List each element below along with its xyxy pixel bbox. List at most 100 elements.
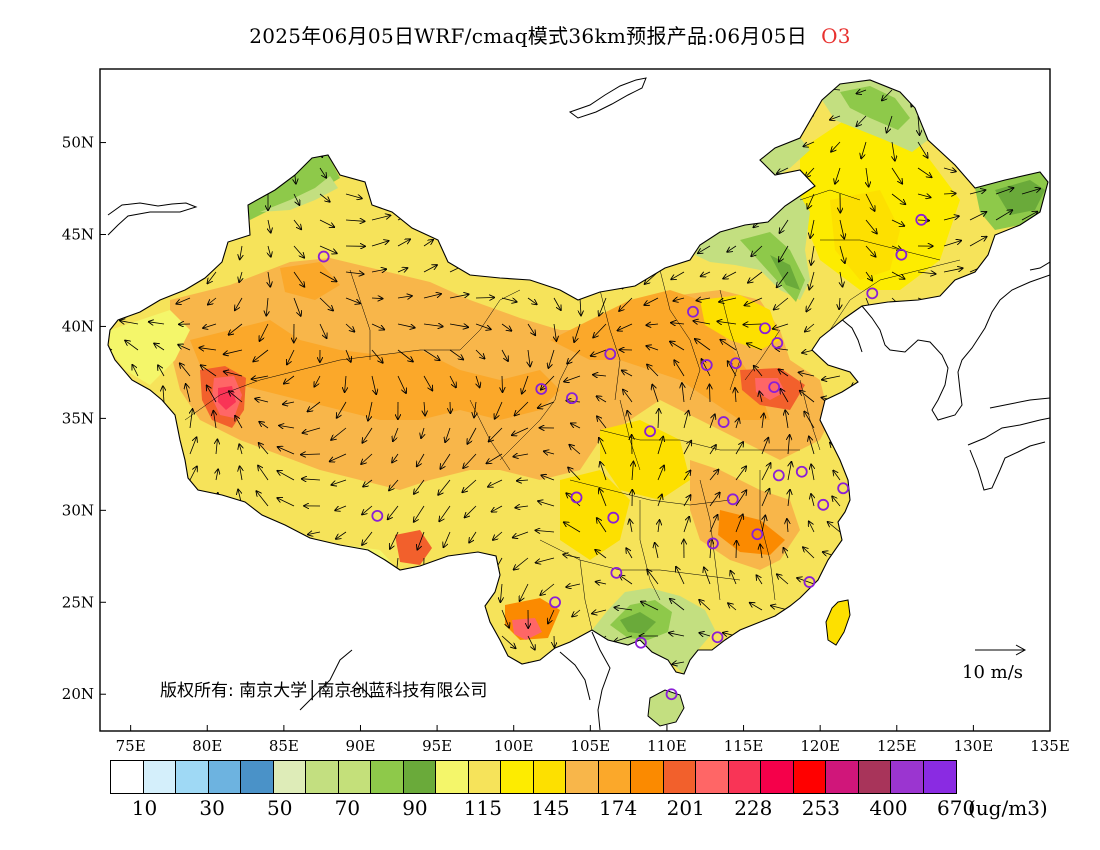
- wind-arrow: [495, 401, 503, 419]
- legend-color-cell: [566, 761, 599, 793]
- wind-arrow: [179, 106, 191, 117]
- wind-arrow: [597, 416, 607, 429]
- wind-arrow: [475, 215, 491, 221]
- wind-arrow: [371, 662, 383, 664]
- wind-arrow: [866, 167, 869, 187]
- wind-arrow: [710, 385, 711, 403]
- wind-arrow: [319, 219, 334, 227]
- wind-arrow: [475, 193, 488, 195]
- wind-arrow: [345, 272, 364, 274]
- wind-arrow: [1016, 453, 1023, 463]
- station-marker: [771, 337, 784, 349]
- wind-arrow: [475, 168, 487, 170]
- lon-tick-label: 110E: [647, 737, 687, 755]
- wind-arrow: [795, 610, 815, 612]
- lat-tick-label: 45N: [62, 226, 94, 244]
- wind-arrow: [293, 245, 304, 258]
- wind-arrow: [108, 572, 113, 585]
- wind-arrow: [892, 688, 908, 698]
- wind-arrow: [877, 557, 893, 567]
- wind-arrow: [930, 453, 945, 467]
- wind-arrow: [772, 108, 789, 117]
- wind-arrow: [388, 505, 399, 519]
- wind-arrow: [822, 375, 841, 380]
- wind-arrow: [645, 219, 659, 233]
- wind-arrow: [781, 714, 788, 725]
- wind-arrow: [1021, 661, 1034, 662]
- wind-arrow: [152, 194, 165, 198]
- wind-arrow: [995, 141, 1008, 147]
- wind-arrow: [695, 339, 711, 351]
- wind-arrow: [917, 349, 924, 365]
- wind-arrow: [683, 517, 689, 533]
- legend-label: 228: [734, 796, 773, 820]
- wind-arrow: [553, 661, 559, 674]
- wind-arrow: [527, 297, 537, 304]
- wind-arrow: [277, 498, 295, 507]
- wind-arrow: [682, 383, 684, 403]
- wind-arrow: [111, 441, 119, 455]
- wind-arrow: [397, 213, 413, 221]
- wind-arrow: [174, 600, 191, 611]
- wind-arrow: [773, 323, 789, 329]
- wind-arrow: [252, 552, 269, 559]
- wind-arrow: [969, 141, 980, 148]
- wind-arrow: [811, 494, 814, 507]
- wind-arrow: [848, 528, 867, 533]
- wind-arrow: [475, 298, 494, 299]
- wind-arrow: [760, 545, 762, 559]
- wind-arrow: [371, 609, 382, 625]
- wind-arrow: [865, 271, 872, 281]
- wind-arrow: [671, 323, 685, 324]
- wind-arrow: [345, 635, 358, 650]
- wind-arrow: [239, 444, 242, 455]
- wind-arrow: [943, 115, 951, 133]
- wind-arrow: [667, 193, 685, 201]
- wind-arrow: [393, 427, 399, 441]
- lat-tick-label: 20N: [62, 685, 94, 703]
- wind-arrow: [398, 89, 399, 101]
- wind-arrow: [1022, 401, 1023, 420]
- wind-arrow: [424, 401, 425, 415]
- wind-arrow: [554, 323, 556, 341]
- wind-arrow: [137, 517, 145, 533]
- wind-arrow: [417, 531, 425, 550]
- wind-arrow: [799, 115, 815, 116]
- wind-arrow: [251, 115, 269, 122]
- wind-arrow: [158, 570, 165, 585]
- wind-arrow: [762, 516, 765, 533]
- legend-label: 174: [599, 796, 638, 820]
- wind-arrow: [865, 635, 866, 647]
- wind-arrow: [996, 683, 1007, 688]
- wind-arrow: [821, 584, 841, 586]
- wind-arrow: [372, 115, 376, 125]
- wind-arrow: [397, 239, 410, 247]
- lon-tick-label: 80E: [192, 737, 222, 755]
- map-frame: [99, 68, 1051, 732]
- wind-arrow: [423, 324, 443, 327]
- lat-tick-label: 40N: [62, 317, 94, 335]
- wind-arrow: [882, 428, 893, 431]
- wind-arrow: [335, 505, 347, 510]
- wind-arrow: [475, 141, 488, 151]
- wind-arrow: [803, 547, 815, 559]
- wind-arrow: [554, 688, 565, 700]
- wind-arrow: [175, 661, 191, 667]
- wind-arrow: [319, 635, 326, 654]
- station-marker: [535, 383, 548, 395]
- wind-arrow: [969, 168, 982, 169]
- wind-arrow: [1021, 609, 1033, 620]
- wind-arrow: [744, 324, 763, 325]
- wind-arrow: [146, 662, 165, 665]
- lon-tick-label: 90E: [345, 737, 375, 755]
- legend-color-cell: [273, 761, 306, 793]
- wind-arrow: [216, 440, 217, 455]
- wind-arrow: [917, 323, 932, 336]
- wind-arrow: [449, 557, 450, 571]
- wind-arrow: [501, 297, 517, 302]
- wind-arrow: [904, 531, 919, 542]
- wind-arrow: [995, 609, 1010, 622]
- wind-arrow: [624, 193, 633, 203]
- wind-arrow: [592, 610, 607, 614]
- wind-arrow: [449, 609, 461, 620]
